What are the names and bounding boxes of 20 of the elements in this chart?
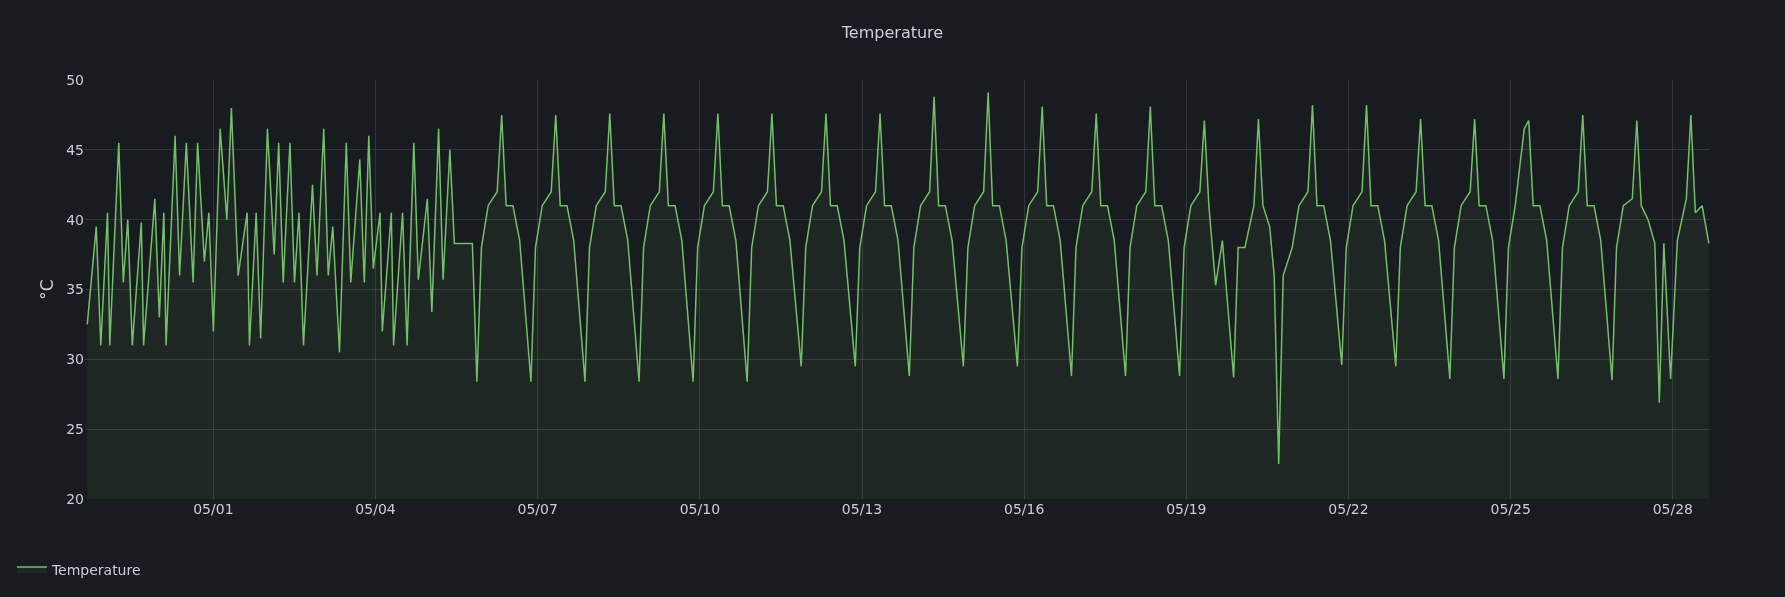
- x-tick-label: 05/25: [1490, 501, 1531, 517]
- chart-title: Temperature: [840, 23, 944, 43]
- y-axis-title: °C: [36, 279, 57, 300]
- x-tick-label: 05/01: [193, 501, 234, 517]
- y-tick-label: 35: [66, 281, 84, 298]
- x-tick-label: 05/28: [1652, 501, 1694, 517]
- x-tick-label: 05/10: [679, 501, 721, 517]
- y-tick-label: 45: [66, 141, 84, 158]
- x-tick-label: 05/13: [841, 501, 883, 517]
- x-tick-label: 05/22: [1328, 501, 1369, 517]
- x-tick-label: 05/19: [1166, 501, 1207, 517]
- y-tick-label: 40: [66, 211, 84, 228]
- x-tick-label: 05/07: [517, 501, 558, 517]
- y-tick-label: 30: [66, 351, 84, 368]
- y-tick-label: 25: [66, 421, 84, 438]
- x-tick-label: 05/16: [1004, 501, 1045, 517]
- legend-label: Temperature: [50, 561, 141, 578]
- y-tick-label: 20: [66, 490, 84, 507]
- y-tick-label: 50: [66, 71, 84, 88]
- x-tick-label: 05/04: [355, 501, 396, 517]
